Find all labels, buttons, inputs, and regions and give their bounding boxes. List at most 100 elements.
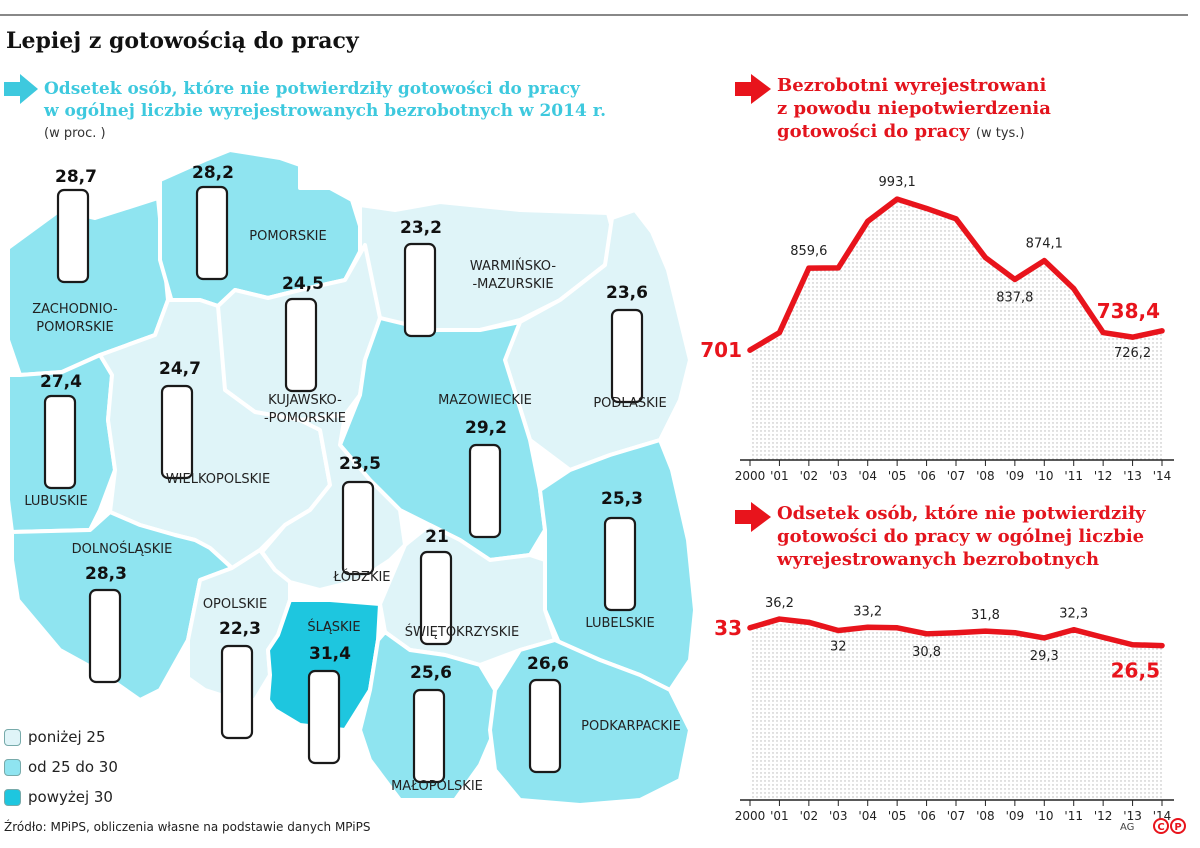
x-tick-label: '04 [858,809,877,820]
region-value-śląskie: 31,4 [309,644,351,664]
chart-percentage-not-confirmed: 2000 '01 '02 '03 '04 '05 '06 '07 '08 '09 '10 '11 '12… [714,596,1174,820]
chart1-title-line3: gotowości do pracy [777,121,970,142]
region-value-kujawskopomorskie: 24,5 [282,274,324,294]
chart2-title-line2: gotowości do pracy w ogólnej liczbie [777,526,1145,547]
page-title: Lepiej z gotowością do pracy [6,28,359,54]
x-tick-label: '03 [829,809,848,820]
x-tick-label: '08 [976,469,995,483]
region-bar-pomorskie [195,185,229,281]
region-name-opolskie: OPOLSKIE [203,597,267,612]
region-name-małopolskie: MAŁOPOLSKIE [391,779,483,794]
data-point [1012,630,1018,636]
x-tick-label: 2000 [735,469,766,483]
data-label: 36,2 [765,596,794,611]
x-tick-label: '13 [1123,809,1142,820]
chart1-title: Bezrobotni wyrejestrowani z powodu niepo… [777,74,1051,145]
publisher-logo: C P [1153,818,1187,838]
data-point [1129,334,1136,340]
x-tick-label: '02 [800,809,819,820]
data-point [747,347,753,353]
region-value-warmińskomazurskie: 23,2 [400,218,442,238]
data-label: 32,3 [1059,607,1088,622]
x-tick-label: '03 [829,469,848,483]
region-bar-mazowieckie [468,443,502,539]
data-label: 874,1 [1026,237,1063,252]
red-arrow-icon [735,74,771,104]
data-point [1012,276,1018,283]
legend-label-mid: od 25 do 30 [28,758,118,776]
region-name-lubelskie: LUBELSKIE [585,616,654,631]
region-bar-zachodniopomorskie [56,188,90,284]
map-unit: (w proc. ) [44,126,106,141]
data-label: 859,6 [790,244,827,259]
region-value-dolnośląskie: 28,3 [85,564,127,584]
x-tick-label: '01 [770,469,789,483]
data-point [982,628,989,634]
chart2-title-line3: wyrejestrowanych bezrobotnych [777,549,1100,570]
legend-swatch-low [4,728,21,746]
x-tick-label: '08 [976,809,995,820]
region-bar-lubuskie [43,394,77,490]
legend: poniżej 25 od 25 do 30 powyżej 30 [4,722,118,812]
data-label: 701 [700,338,742,362]
data-label: 837,8 [996,290,1033,305]
region-bar-podlaskie [610,308,644,404]
data-label: 993,1 [879,175,916,190]
region-value-podlaskie: 23,6 [606,283,648,303]
legend-swatch-mid [4,758,21,776]
data-point [865,624,871,630]
data-point [835,265,841,271]
chart-unemployed-deregistered: 2000 '01 '02 '03 '04 '05 '06 '07 '08 '09 '10 '11 '12… [700,175,1174,483]
data-label: 26,5 [1111,659,1160,683]
region-name-dolnośląskie: DOLNOŚLĄSKIE [72,541,173,557]
legend-label-low: poniżej 25 [28,728,106,746]
legend-swatch-high [4,788,21,806]
data-point [865,218,871,224]
region-value-łódzkie: 23,5 [339,454,381,474]
region-value-zachodniopomorskie: 28,7 [55,167,97,187]
x-tick-label: '01 [770,809,789,820]
region-name-warmińskomazurskie: WARMIŃSKO- [470,258,557,274]
data-point [923,205,930,212]
region-bar-wielkopolskie [160,384,194,480]
data-label: 31,8 [971,608,1000,623]
x-tick-label: '12 [1094,809,1113,820]
svg-text:P: P [1174,822,1181,833]
region-value-lubuskie: 27,4 [40,372,82,392]
data-point [923,631,930,637]
x-tick-label: '12 [1094,469,1113,483]
region-bar-podkarpackie [528,678,562,774]
chart1-title-line2: z powodu niepotwierdzenia [777,98,1051,119]
x-tick-label: '10 [1035,809,1054,820]
publisher-logo-icon: C P [1153,818,1186,834]
data-point [776,329,783,336]
data-point [806,265,812,271]
data-point [982,254,989,261]
legend-item-low: poniżej 25 [4,722,118,752]
data-point [747,625,753,631]
region-name-podkarpackie: PODKARPACKIE [581,719,681,734]
data-point [1071,627,1077,633]
chart1-unit: (w tys.) [975,126,1025,141]
region-value-lubelskie: 25,3 [601,489,643,509]
region-bar-kujawskopomorskie [284,297,318,393]
x-tick-label: '11 [1064,809,1083,820]
region-name-kujawskopomorskie: KUJAWSKO- [268,393,342,408]
data-point [835,627,841,634]
region-bar-opolskie [220,644,254,740]
region-value-podkarpackie: 26,6 [527,654,569,674]
legend-item-high: powyżej 30 [4,782,118,812]
region-name-podlaskie: PODLASKIE [593,396,666,411]
region-name-mazowieckie: MAZOWIECKIE [438,393,532,408]
region-name-zachodniopomorskie: POMORSKIE [36,320,113,335]
region-name-pomorskie: POMORSKIE [249,229,326,244]
voivodeship-map: 28,7 ZACHODNIO- POMORSKIE 28,2 POMORSKIE 23,2… [6,148,697,807]
data-point [894,196,900,202]
x-tick-label: '10 [1035,469,1054,483]
x-tick-label: '05 [888,809,907,820]
x-tick-label: '02 [800,469,819,483]
data-point [1159,328,1165,334]
data-point [1100,634,1106,640]
source-note: Źródło: MPiPS, obliczenia własne na pods… [4,820,371,834]
region-name-warmińskomazurskie: -MAZURSKIE [472,277,553,292]
